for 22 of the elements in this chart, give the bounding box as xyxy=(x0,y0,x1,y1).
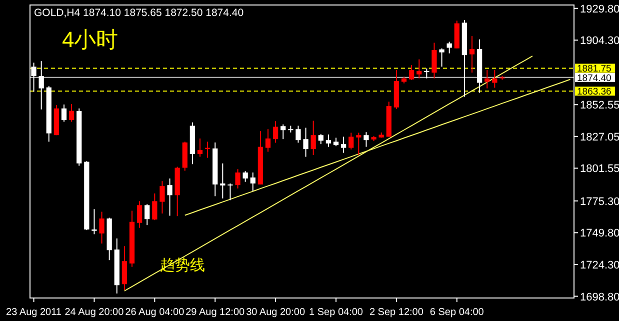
y-tick-label: 1929.80 xyxy=(580,3,619,16)
y-tick-label: 1852.55 xyxy=(580,100,619,112)
x-tick-label: 26 Aug 04:00 xyxy=(125,307,185,318)
x-tick-label: 30 Aug 20:00 xyxy=(246,307,306,318)
y-tick-label: 1698.80 xyxy=(580,291,619,304)
y-tick-label: 1749.80 xyxy=(580,228,619,240)
x-tick-label: 6 Sep 04:00 xyxy=(430,307,484,318)
x-tick-label: 23 Aug 2011 xyxy=(6,307,62,318)
annotation: 4小时 xyxy=(62,27,118,52)
ref-line-label: 1881.75 xyxy=(577,64,612,75)
y-tick-label: 1904.30 xyxy=(580,35,619,48)
ref-line-label: 1863.36 xyxy=(577,86,612,98)
y-tick-label: 1724.30 xyxy=(580,259,619,272)
y-tick-label: 1775.30 xyxy=(580,196,619,208)
x-tick-label: 29 Aug 12:00 xyxy=(186,307,246,318)
chart-title: GOLD,H4 1874.10 1875.65 1872.50 1874.40 xyxy=(34,7,244,19)
y-tick-label: 1801.55 xyxy=(580,163,619,176)
x-tick-label: 2 Sep 12:00 xyxy=(369,307,424,318)
y-tick-label: 1827.05 xyxy=(580,131,619,144)
x-tick-label: 1 Sep 04:00 xyxy=(309,307,364,318)
x-tick-label: 24 Aug 20:00 xyxy=(64,307,124,318)
ref-line-label: 1874.40 xyxy=(577,72,612,84)
